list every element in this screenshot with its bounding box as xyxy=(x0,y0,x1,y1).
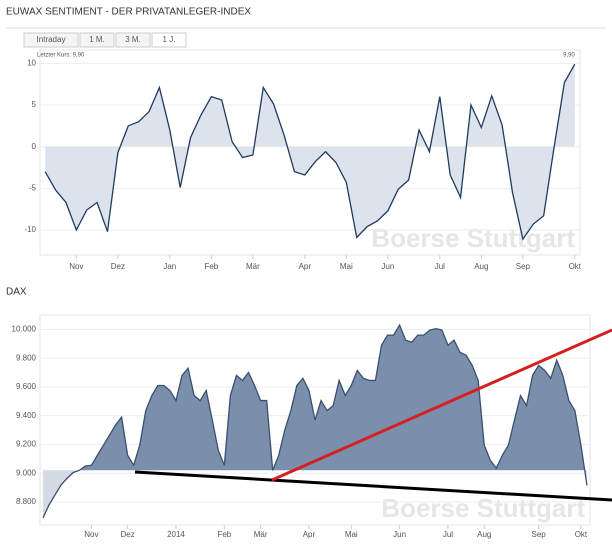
y-tick-label: 9.200 xyxy=(16,440,37,449)
x-tick-label: Sep xyxy=(532,530,547,539)
tab-label[interactable]: 1 M. xyxy=(89,35,105,44)
y-tick-label: 5 xyxy=(32,100,37,109)
y-tick-label: 0 xyxy=(32,142,37,151)
x-tick-label: Feb xyxy=(217,530,231,539)
y-tick-label: 10 xyxy=(27,58,36,67)
chart-title: DAX xyxy=(6,287,27,298)
x-tick-label: Mai xyxy=(340,262,353,271)
y-tick-label: -10 xyxy=(24,225,36,234)
annotation: Letzter Kurs: 9,90 xyxy=(37,53,85,59)
x-tick-label: Apr xyxy=(303,530,316,539)
x-tick-label: Dez xyxy=(111,262,125,271)
area-fill xyxy=(120,64,575,147)
x-tick-label: 2014 xyxy=(167,530,185,539)
x-tick-label: Feb xyxy=(204,262,218,271)
y-tick-label: -5 xyxy=(29,183,37,192)
x-tick-label: Jul xyxy=(435,262,445,271)
x-tick-label: Nov xyxy=(69,262,83,271)
y-tick-label: 8.800 xyxy=(16,497,37,506)
x-tick-label: Jan xyxy=(163,262,176,271)
tab-label[interactable]: 3 M. xyxy=(125,35,141,44)
tab[interactable] xyxy=(23,32,79,48)
x-tick-label: Okt xyxy=(569,262,582,271)
x-tick-label: Jul xyxy=(443,530,453,539)
tab[interactable] xyxy=(151,32,187,48)
tab[interactable] xyxy=(115,32,151,48)
x-tick-label: Aug xyxy=(474,262,488,271)
tab-label[interactable]: 1 J. xyxy=(163,35,176,44)
x-tick-label: Mär xyxy=(246,262,260,271)
x-tick-label: Dez xyxy=(121,530,135,539)
x-tick-label: Sep xyxy=(516,262,531,271)
trend-line xyxy=(134,470,612,502)
y-tick-label: 9.800 xyxy=(16,353,37,362)
line xyxy=(44,63,576,241)
x-tick-label: Aug xyxy=(477,530,491,539)
x-tick-label: Jun xyxy=(393,530,406,539)
line xyxy=(42,323,588,519)
last-value-label: 9,90 xyxy=(563,53,575,59)
x-tick-label: Nov xyxy=(84,530,98,539)
tab[interactable] xyxy=(79,32,115,48)
area-fill xyxy=(43,325,587,471)
x-tick-label: Mai xyxy=(345,530,358,539)
tab-label[interactable]: Intraday xyxy=(37,35,66,44)
y-tick-label: 9.600 xyxy=(16,382,37,391)
y-tick-label: 10.000 xyxy=(12,324,37,333)
x-tick-label: Mär xyxy=(254,530,268,539)
chart-title: EUWAX SENTIMENT - DER PRIVATANLEGER-INDE… xyxy=(6,7,251,18)
x-tick-label: Okt xyxy=(575,530,588,539)
trend-line xyxy=(271,328,612,482)
x-tick-label: Jun xyxy=(381,262,394,271)
y-tick-label: 9.400 xyxy=(16,411,37,420)
y-tick-label: 9.000 xyxy=(16,468,37,477)
watermark: Boerse Stuttgart xyxy=(371,223,575,253)
x-tick-label: Apr xyxy=(299,262,312,271)
